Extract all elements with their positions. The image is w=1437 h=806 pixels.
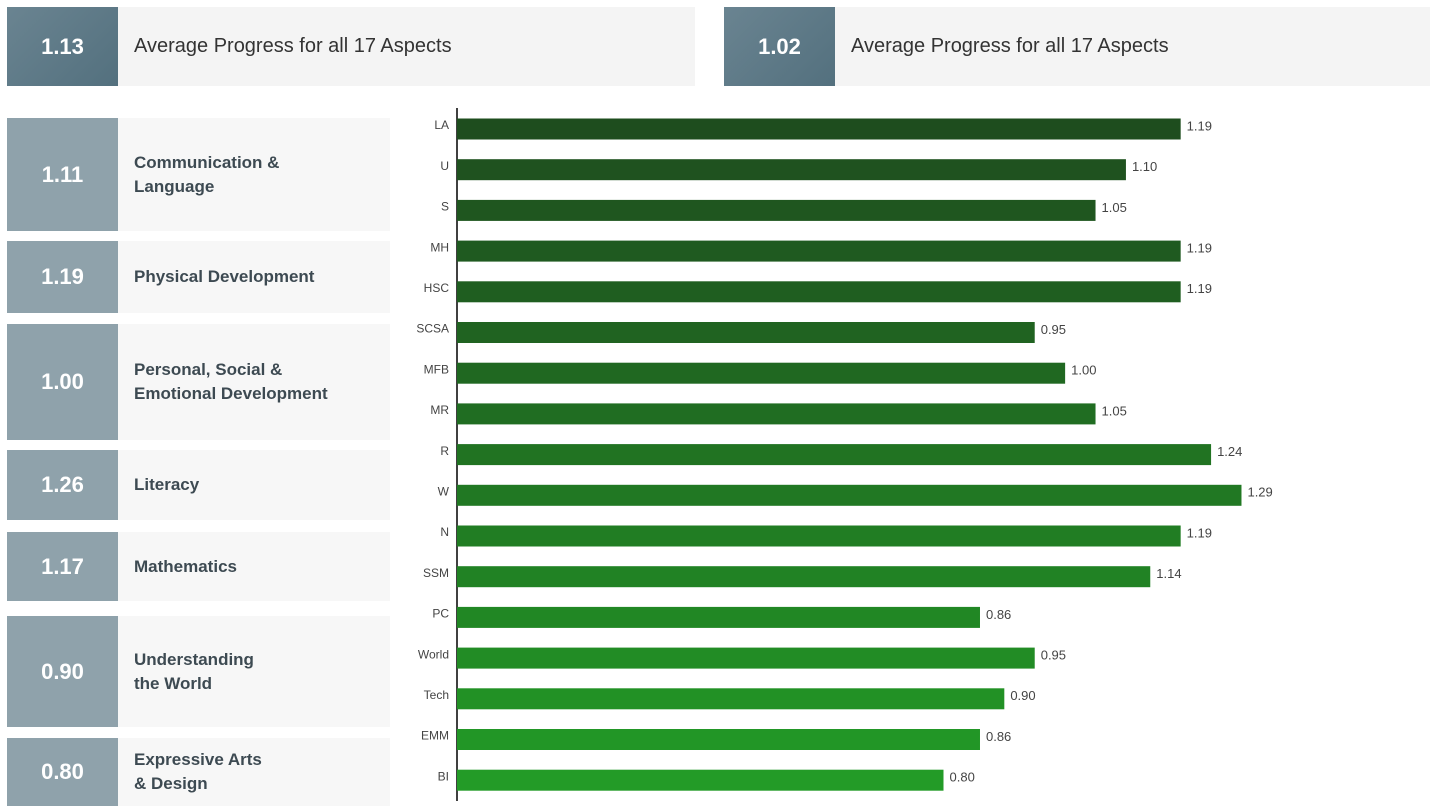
area-label: Mathematics bbox=[118, 532, 390, 601]
summary-value: 1.02 bbox=[724, 7, 835, 86]
bar bbox=[457, 199, 1096, 221]
summary-card: 1.13 Average Progress for all 17 Aspects bbox=[7, 7, 695, 86]
data-label: 1.19 bbox=[1187, 281, 1212, 296]
bar bbox=[457, 688, 1005, 710]
data-label: 1.19 bbox=[1187, 241, 1212, 256]
bar bbox=[457, 362, 1066, 384]
bar bbox=[457, 606, 980, 628]
bar bbox=[457, 647, 1035, 669]
bar bbox=[457, 729, 980, 750]
area-label-line: Understanding bbox=[134, 649, 254, 669]
area-label-line: Physical Development bbox=[134, 267, 315, 286]
area-value: 0.80 bbox=[7, 738, 118, 806]
summary-value: 1.13 bbox=[7, 7, 118, 86]
area-label: Literacy bbox=[118, 450, 390, 520]
area-label: Physical Development bbox=[118, 241, 390, 313]
bar bbox=[457, 118, 1181, 140]
area-label-line: Language bbox=[134, 176, 215, 196]
data-label: 1.05 bbox=[1102, 200, 1127, 215]
area-label: Personal, Social & Emotional Development bbox=[118, 324, 390, 440]
area-label-line: Emotional Development bbox=[134, 384, 328, 403]
area-label-line: Mathematics bbox=[134, 556, 237, 576]
data-label: 0.86 bbox=[986, 607, 1011, 622]
data-label: 1.05 bbox=[1102, 403, 1127, 418]
area-label-line: Communication & bbox=[134, 152, 280, 172]
bar bbox=[457, 566, 1151, 588]
area-label-line: Expressive Arts bbox=[134, 750, 262, 769]
y-tick-label: SSM bbox=[423, 566, 449, 580]
y-tick-label: EMM bbox=[421, 729, 449, 743]
area-value: 1.19 bbox=[7, 241, 118, 313]
data-label: 0.86 bbox=[986, 729, 1011, 744]
y-tick-label: MH bbox=[430, 240, 449, 254]
y-tick-label: World bbox=[418, 647, 449, 661]
area-label: Expressive Arts & Design bbox=[118, 738, 390, 806]
area-card: 1.17 Mathematics bbox=[7, 532, 390, 601]
area-card: 1.26 Literacy bbox=[7, 450, 390, 520]
data-label: 1.19 bbox=[1187, 118, 1212, 133]
summary-label: Average Progress for all 17 Aspects bbox=[118, 7, 695, 86]
data-label: 0.90 bbox=[1010, 688, 1035, 703]
summary-label: Average Progress for all 17 Aspects bbox=[835, 7, 1430, 86]
data-label: 1.00 bbox=[1071, 363, 1096, 378]
y-tick-label: W bbox=[438, 484, 450, 498]
bar bbox=[457, 403, 1096, 425]
data-label: 1.19 bbox=[1187, 525, 1212, 540]
summary-card: 1.02 Average Progress for all 17 Aspects bbox=[724, 7, 1430, 86]
y-tick-label: MR bbox=[430, 403, 449, 417]
y-tick-label: PC bbox=[432, 607, 449, 621]
area-label-line: & Design bbox=[134, 774, 208, 793]
y-tick-label: BI bbox=[438, 769, 449, 783]
bar bbox=[457, 240, 1181, 262]
y-tick-label: LA bbox=[434, 118, 449, 132]
y-tick-label: Tech bbox=[424, 688, 449, 702]
area-value: 1.26 bbox=[7, 450, 118, 520]
bar bbox=[457, 769, 944, 791]
y-tick-label: R bbox=[440, 444, 449, 458]
area-card: 0.90 Understanding the World bbox=[7, 616, 390, 727]
data-label: 0.80 bbox=[950, 770, 975, 785]
area-value: 1.17 bbox=[7, 532, 118, 601]
area-card: 1.11 Communication & Language bbox=[7, 118, 390, 231]
area-card: 1.19 Physical Development bbox=[7, 241, 390, 313]
bar bbox=[457, 525, 1181, 547]
data-label: 1.29 bbox=[1247, 485, 1272, 500]
y-tick-label: S bbox=[441, 200, 449, 214]
bar bbox=[457, 281, 1181, 303]
area-value: 1.11 bbox=[7, 118, 118, 231]
data-label: 1.10 bbox=[1132, 159, 1157, 174]
bar bbox=[457, 322, 1035, 343]
y-tick-label: SCSA bbox=[416, 322, 449, 336]
area-label-line: the World bbox=[134, 673, 213, 693]
y-tick-label: N bbox=[440, 525, 449, 539]
area-label-line: Literacy bbox=[134, 475, 200, 494]
y-tick-label: MFB bbox=[424, 362, 449, 376]
bar bbox=[457, 484, 1242, 506]
data-label: 0.95 bbox=[1041, 322, 1066, 337]
area-value: 0.90 bbox=[7, 616, 118, 727]
bar bbox=[457, 444, 1212, 466]
area-label: Understanding the World bbox=[118, 616, 390, 727]
y-tick-label: U bbox=[440, 159, 449, 173]
bar bbox=[457, 159, 1126, 181]
area-label: Communication & Language bbox=[118, 118, 390, 231]
area-card: 1.00 Personal, Social & Emotional Developm… bbox=[7, 324, 390, 440]
data-label: 1.24 bbox=[1217, 444, 1242, 459]
area-card: 0.80 Expressive Arts & Design bbox=[7, 738, 390, 806]
area-value: 1.00 bbox=[7, 324, 118, 440]
data-label: 1.14 bbox=[1156, 566, 1181, 581]
area-label-line: Personal, Social & bbox=[134, 360, 283, 379]
y-tick-label: HSC bbox=[424, 281, 450, 295]
data-label: 0.95 bbox=[1041, 648, 1066, 663]
